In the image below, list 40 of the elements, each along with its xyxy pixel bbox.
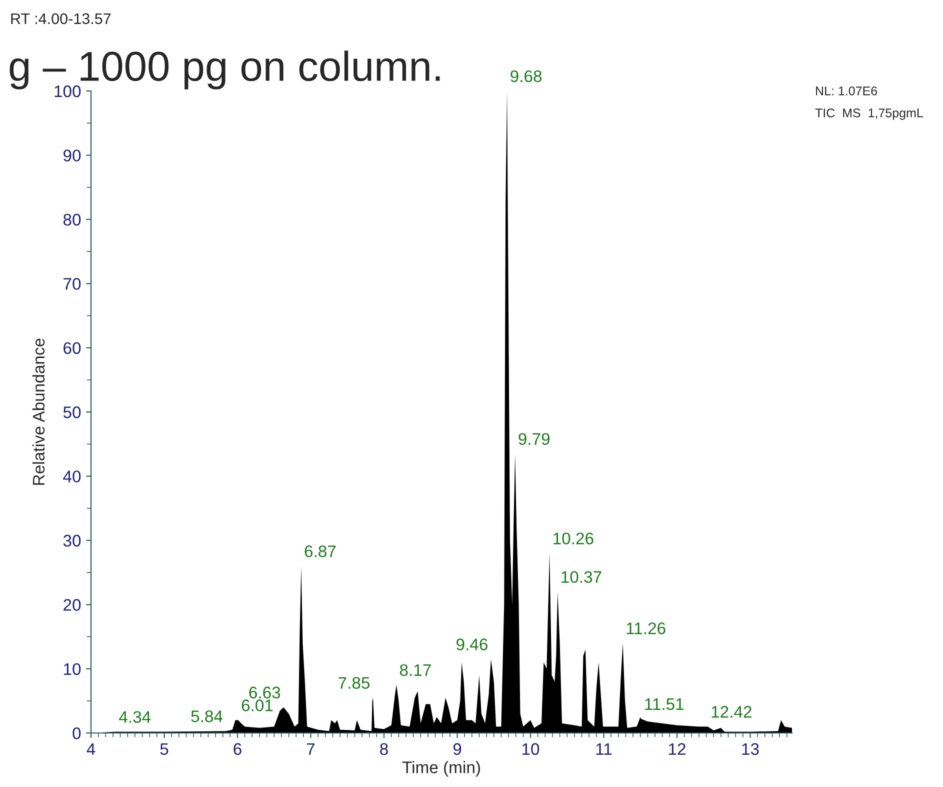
annotation: 6.87 <box>304 545 336 558</box>
y-tick-label: 0 <box>72 727 81 740</box>
annotation: 8.17 <box>400 664 431 676</box>
x-tick-label: 9 <box>453 743 462 755</box>
y-tick-label: 50 <box>63 406 81 418</box>
x-tick-label: 12 <box>669 743 686 755</box>
x-tick-label: 8 <box>380 743 388 755</box>
y-tick-label: 80 <box>63 214 81 226</box>
y-tick-label: 90 <box>64 150 81 162</box>
annotation: 5.84 <box>191 710 223 722</box>
y-tick-label: 70 <box>64 278 81 290</box>
annotation: 11.51 <box>645 698 684 710</box>
y-axis-title: Relative Abundance <box>32 338 45 485</box>
x-tick-label: 10 <box>522 743 540 755</box>
y-tick-label: 60 <box>64 342 81 354</box>
annotation: 6.01 <box>242 700 273 712</box>
annotation: 12.42 <box>712 706 752 718</box>
annotation: 4.34 <box>119 711 151 723</box>
text: NL: 1.07E6 <box>816 86 877 96</box>
x-tick-label: 13 <box>742 743 759 755</box>
annotation: 9.68 <box>510 70 542 82</box>
annotation: 6.63 <box>249 686 280 698</box>
x-tick-label: 11 <box>596 743 612 755</box>
x-tick-label: 6 <box>234 743 242 755</box>
y-tick-label: 40 <box>63 470 81 482</box>
x-axis-title: Time (min) <box>402 761 480 777</box>
annotation: 9.46 <box>456 638 488 650</box>
annotation: 7.85 <box>338 677 370 689</box>
text: RT :4.00-13.57 <box>11 13 111 24</box>
x-tick-label: 7 <box>306 743 315 755</box>
annotation: 10.37 <box>562 571 602 583</box>
x-tick-label: 5 <box>160 743 168 755</box>
annotation: 11.26 <box>626 622 666 634</box>
x-tick-label: 4 <box>86 743 96 755</box>
annotation: 9.79 <box>518 433 550 445</box>
text: TIC MS 1,75pgmL <box>815 108 923 120</box>
annotation: 10.26 <box>554 532 594 544</box>
y-tick-label: 10 <box>64 663 81 676</box>
y-tick-label: 20 <box>64 599 81 611</box>
y-tick-label: 30 <box>63 534 81 547</box>
